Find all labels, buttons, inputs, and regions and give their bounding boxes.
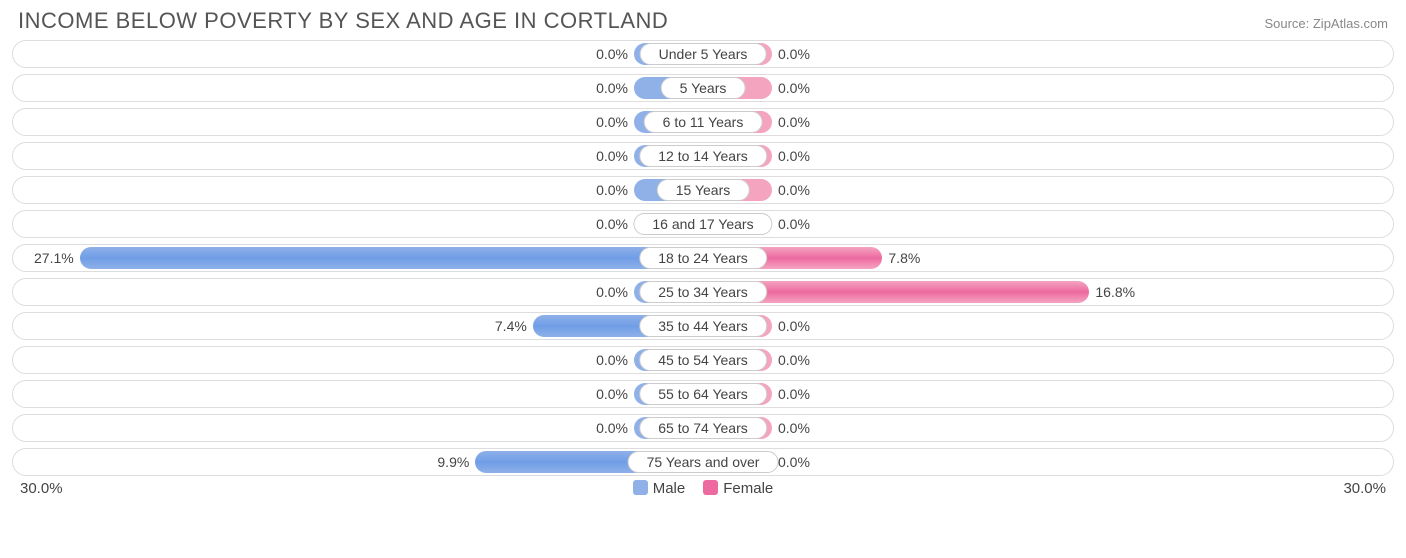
chart-header: INCOME BELOW POVERTY BY SEX AND AGE IN C… [12,8,1394,40]
legend-item-male: Male [633,480,686,497]
chart-row: 18 to 24 Years 27.1% 7.8% [12,244,1394,272]
category-label: 35 to 44 Years [639,315,767,337]
male-bar [80,247,703,269]
category-label: 45 to 54 Years [639,349,767,371]
male-value-label: 0.0% [596,386,628,402]
female-value-label: 0.0% [778,216,810,232]
category-label: 55 to 64 Years [639,383,767,405]
chart-footer: 30.0% Male Female 30.0% [12,476,1394,497]
male-value-label: 27.1% [34,250,74,266]
legend-item-female: Female [703,480,773,497]
female-value-label: 0.0% [778,114,810,130]
male-value-label: 7.4% [495,318,527,334]
chart-row: 75 Years and over 9.9% 0.0% [12,448,1394,476]
chart-row: 25 to 34 Years 0.0% 16.8% [12,278,1394,306]
chart-row: 55 to 64 Years 0.0% 0.0% [12,380,1394,408]
female-value-label: 16.8% [1095,284,1135,300]
category-label: 75 Years and over [628,451,779,473]
legend-male-label: Male [653,480,686,497]
female-swatch-icon [703,480,718,495]
chart-row: Under 5 Years 0.0% 0.0% [12,40,1394,68]
category-label: Under 5 Years [640,43,767,65]
female-value-label: 7.8% [888,250,920,266]
chart-title: INCOME BELOW POVERTY BY SEX AND AGE IN C… [18,8,668,34]
category-label: 6 to 11 Years [644,111,763,133]
female-value-label: 0.0% [778,46,810,62]
category-label: 15 Years [657,179,750,201]
category-label: 65 to 74 Years [639,417,767,439]
axis-max-left: 30.0% [20,480,63,497]
female-value-label: 0.0% [778,318,810,334]
male-value-label: 0.0% [596,114,628,130]
female-value-label: 0.0% [778,182,810,198]
female-value-label: 0.0% [778,420,810,436]
chart-row: 12 to 14 Years 0.0% 0.0% [12,142,1394,170]
male-value-label: 0.0% [596,46,628,62]
chart-container: INCOME BELOW POVERTY BY SEX AND AGE IN C… [0,0,1406,501]
female-value-label: 0.0% [778,80,810,96]
male-value-label: 0.0% [596,148,628,164]
category-label: 16 and 17 Years [633,213,772,235]
category-label: 5 Years [661,77,746,99]
female-value-label: 0.0% [778,352,810,368]
male-value-label: 0.0% [596,284,628,300]
legend: Male Female [633,480,774,497]
male-value-label: 0.0% [596,80,628,96]
chart-row: 65 to 74 Years 0.0% 0.0% [12,414,1394,442]
male-value-label: 0.0% [596,182,628,198]
male-value-label: 0.0% [596,420,628,436]
chart-rows: Under 5 Years0.0%0.0%5 Years0.0%0.0%6 to… [12,40,1394,476]
male-value-label: 0.0% [596,352,628,368]
male-value-label: 0.0% [596,216,628,232]
female-value-label: 0.0% [778,386,810,402]
category-label: 12 to 14 Years [639,145,767,167]
chart-row: 45 to 54 Years 0.0% 0.0% [12,346,1394,374]
chart-row: 35 to 44 Years 7.4% 0.0% [12,312,1394,340]
male-swatch-icon [633,480,648,495]
chart-row: 6 to 11 Years 0.0% 0.0% [12,108,1394,136]
chart-row: 16 and 17 Years 0.0% 0.0% [12,210,1394,238]
axis-max-right: 30.0% [1343,480,1386,497]
legend-female-label: Female [723,480,773,497]
female-value-label: 0.0% [778,148,810,164]
category-label: 18 to 24 Years [639,247,767,269]
chart-row: 5 Years 0.0% 0.0% [12,74,1394,102]
chart-row: 15 Years 0.0% 0.0% [12,176,1394,204]
female-value-label: 0.0% [778,454,810,470]
category-label: 25 to 34 Years [639,281,767,303]
chart-source: Source: ZipAtlas.com [1264,16,1388,31]
male-value-label: 9.9% [437,454,469,470]
